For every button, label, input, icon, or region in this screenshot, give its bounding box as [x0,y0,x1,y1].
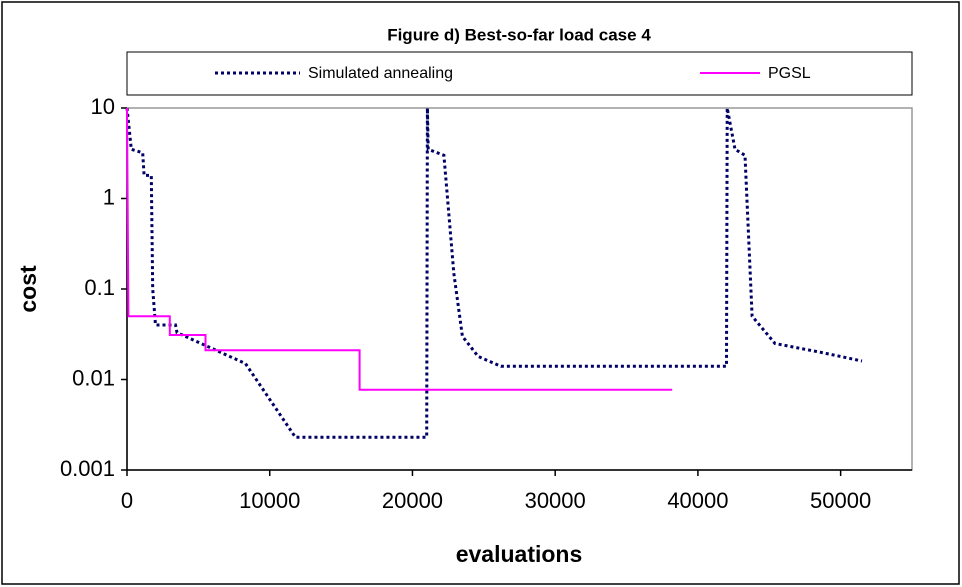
x-tick-label: 30000 [525,488,586,513]
x-tick-label: 40000 [667,488,728,513]
plot-area [126,107,913,471]
series-line [126,107,673,391]
x-tick-label: 0 [121,488,133,513]
x-tick-label: 50000 [810,488,871,513]
legend-label: PGSL [768,65,811,82]
series-line [125,107,863,439]
y-tick-label: 0.1 [84,275,115,300]
x-tick-label: 20000 [382,488,443,513]
x-axis-title: evaluations [456,541,583,567]
legend-label: Simulated annealing [308,65,453,82]
chart-title: Figure d) Best-so-far load case 4 [387,25,651,44]
y-axis-title: cost [15,265,41,313]
y-tick-label: 1 [103,184,115,209]
y-tick-label: 0.01 [72,365,115,390]
y-tick-label: 0.001 [60,456,115,481]
x-tick-label: 10000 [239,488,300,513]
y-tick-label: 10 [91,94,115,119]
